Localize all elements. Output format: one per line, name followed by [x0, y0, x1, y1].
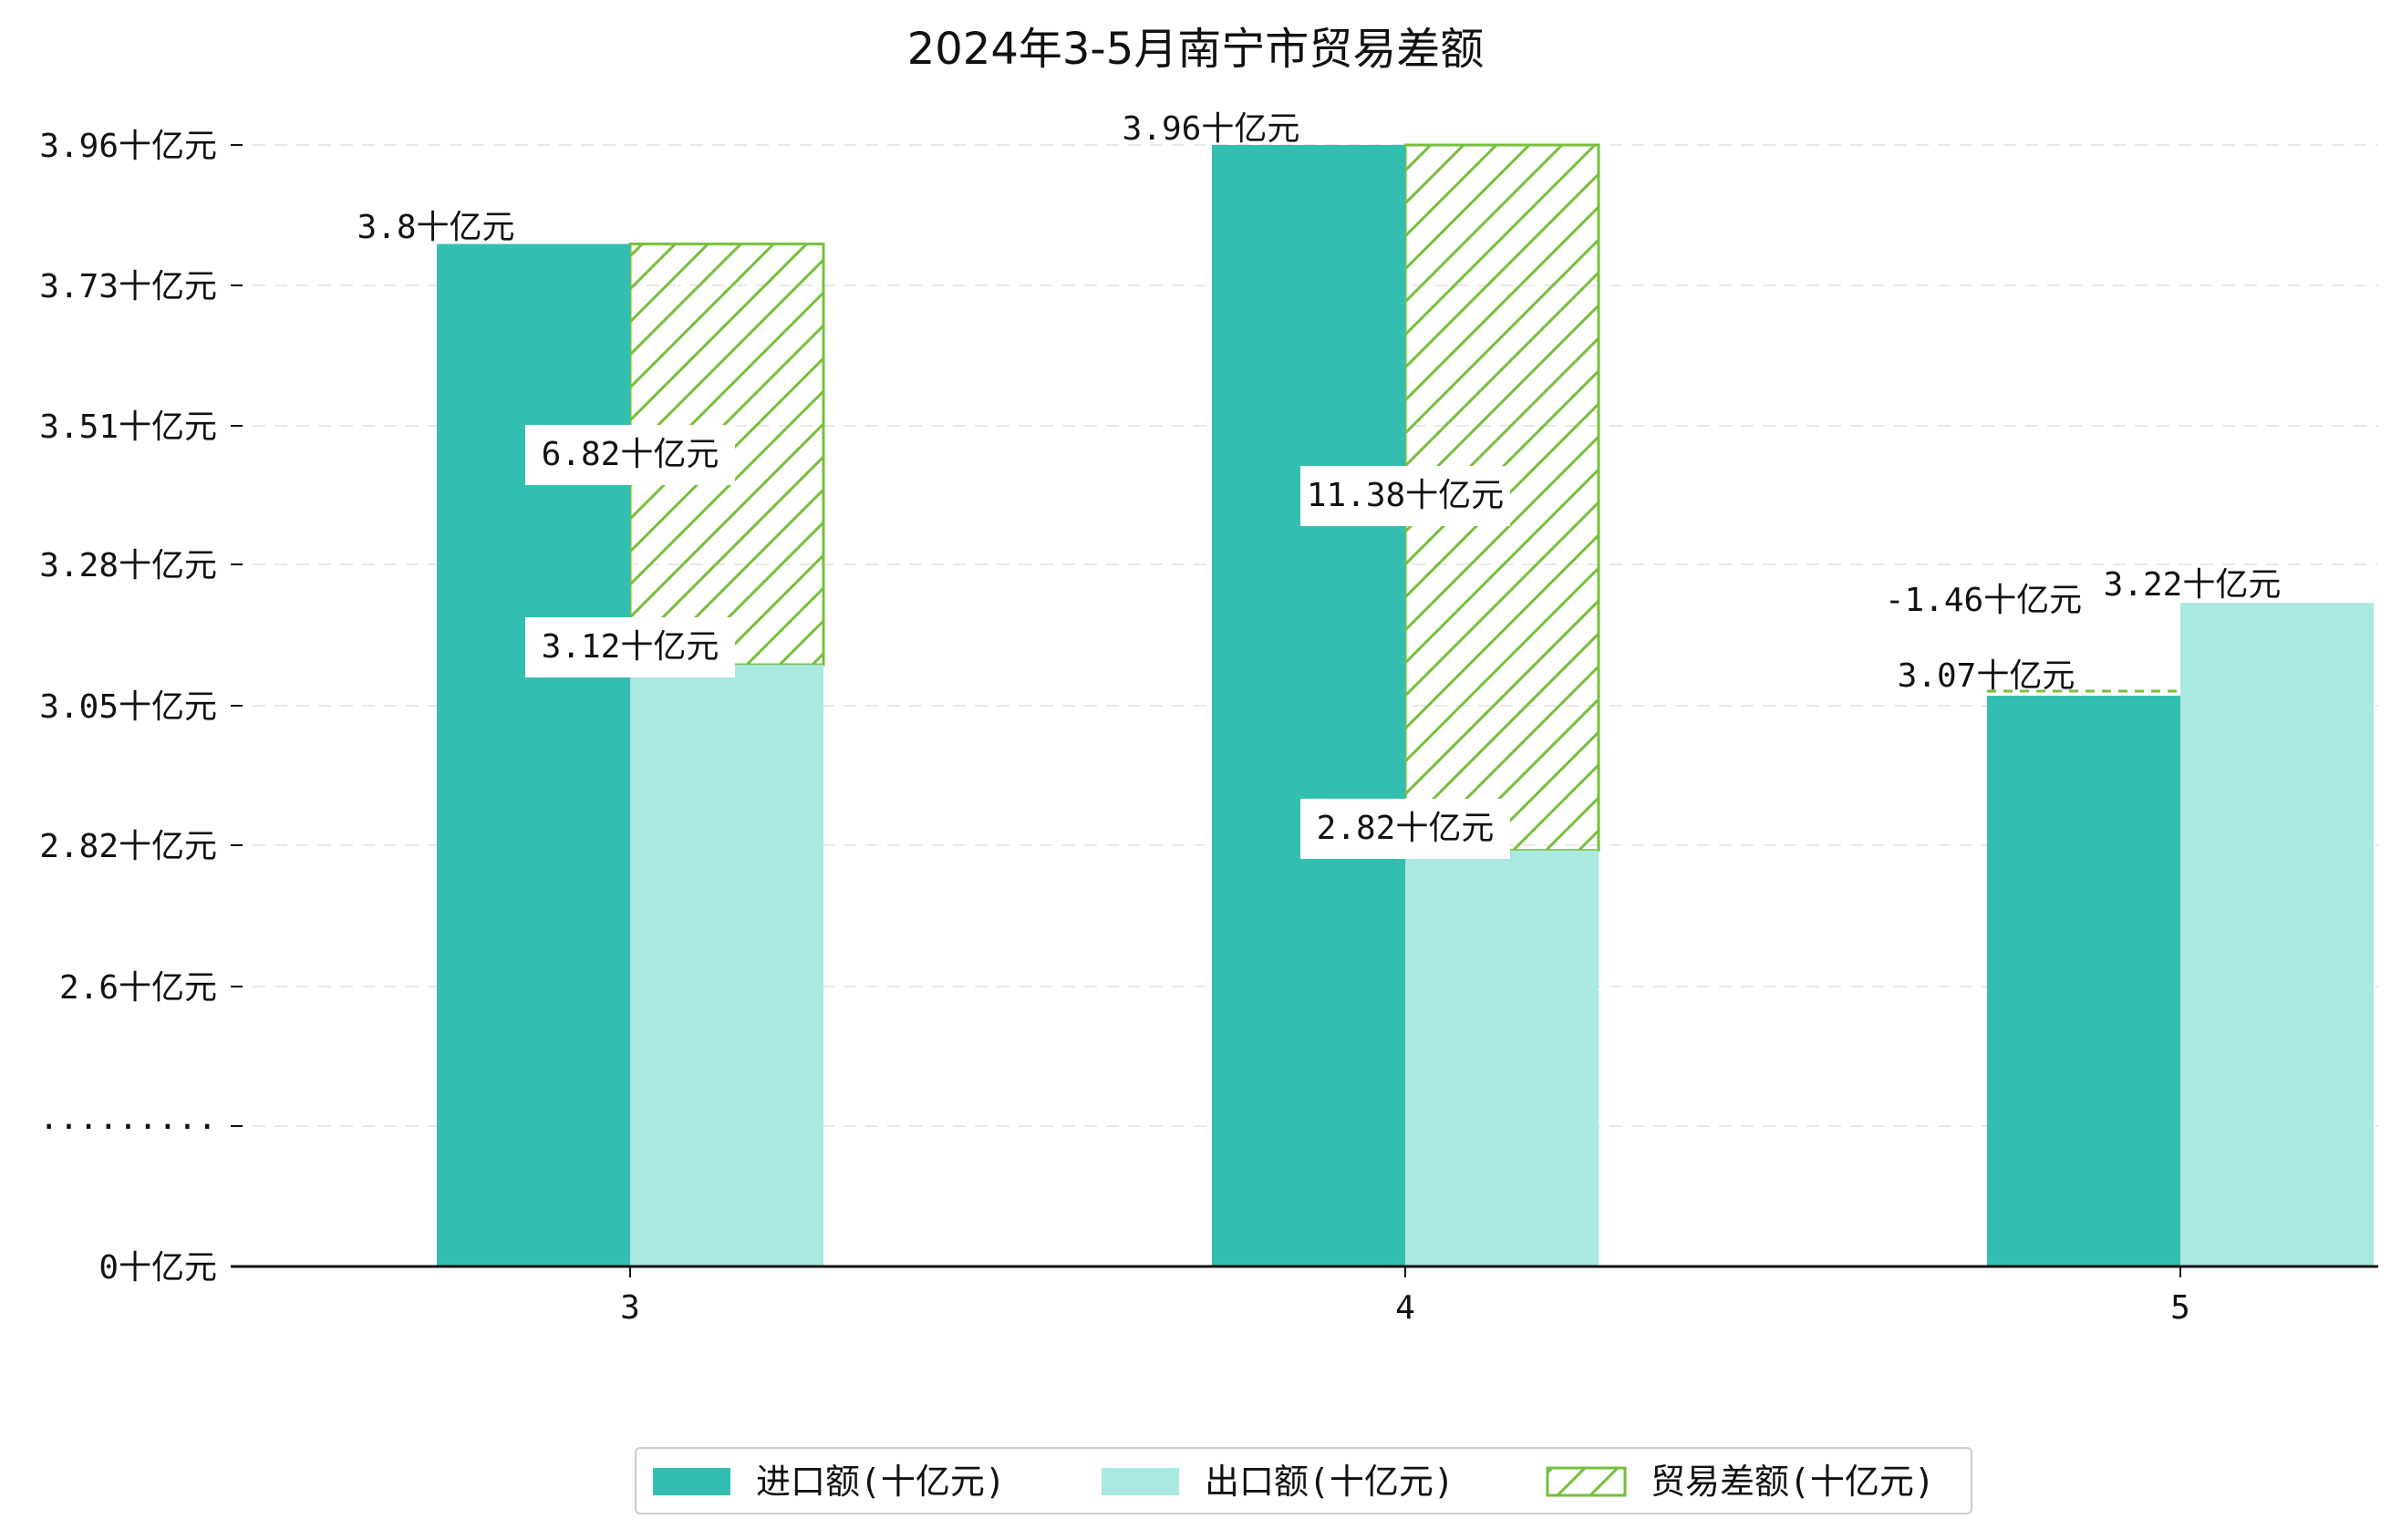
axes: 0十亿元 ········· 2.6十亿元 2.82十亿元 3.05十亿元 3.28十亿元… [39, 128, 2378, 1327]
y-tick-label: ········· [39, 1109, 217, 1146]
y-tick-label: 3.51十亿元 [39, 408, 217, 446]
legend-label: 贸易差额(十亿元) [1651, 1462, 1935, 1502]
legend-swatch-export [1102, 1468, 1179, 1495]
data-label: 3.12十亿元 [542, 628, 719, 666]
y-tick-label: 3.05十亿元 [39, 688, 217, 726]
data-label: 3.07十亿元 [1898, 657, 2075, 695]
export-bar [2180, 603, 2374, 1266]
y-tick-label: 3.73十亿元 [39, 268, 217, 305]
data-label: 6.82十亿元 [542, 436, 719, 473]
data-label: 3.96十亿元 [1123, 110, 1300, 148]
data-label: 3.8十亿元 [357, 209, 514, 246]
legend-box [635, 1447, 1972, 1514]
data-label: 11.38十亿元 [1307, 477, 1504, 514]
import-bar [1212, 145, 1405, 1266]
x-tick-label: 3 [620, 1289, 640, 1327]
data-label-bg [525, 617, 735, 677]
data-label-bg [1300, 799, 1510, 859]
legend: 进口额(十亿元) 出口额(十亿元) 贸易差额(十亿元) [635, 1447, 1972, 1514]
data-label-bg [1879, 571, 2088, 631]
export-bar [1405, 850, 1599, 1266]
data-label-bg [525, 425, 735, 485]
chart-title: 2024年3-5月南宁市贸易差额 [907, 24, 1485, 75]
data-label-bg [1300, 466, 1510, 526]
legend-label: 进口额(十亿元) [756, 1462, 1006, 1502]
export-bar [630, 665, 823, 1266]
data-label: -1.46十亿元 [1885, 582, 2082, 619]
y-tick-label: 2.82十亿元 [39, 828, 217, 865]
x-tick-label: 4 [1395, 1289, 1415, 1327]
legend-label: 出口额(十亿元) [1205, 1462, 1454, 1502]
import-bar [1987, 696, 2180, 1266]
data-label: 2.82十亿元 [1317, 810, 1495, 847]
y-tick-label: 3.28十亿元 [39, 547, 217, 584]
legend-swatch-import [653, 1468, 730, 1495]
bars [437, 143, 2374, 1266]
legend-swatch-balance [1546, 1466, 1627, 1497]
y-tick-label: 2.6十亿元 [59, 969, 217, 1007]
import-bar [437, 243, 630, 1266]
y-tick-label: 0十亿元 [98, 1249, 217, 1287]
data-labels: 3.8十亿元 3.96十亿元 3.07十亿元 3.12十亿元 2.82十亿元 3.22十亿… [357, 110, 2281, 859]
data-label: 3.22十亿元 [2104, 566, 2282, 604]
y-tick-label: 3.96十亿元 [39, 128, 217, 165]
x-tick-label: 5 [2170, 1289, 2190, 1327]
